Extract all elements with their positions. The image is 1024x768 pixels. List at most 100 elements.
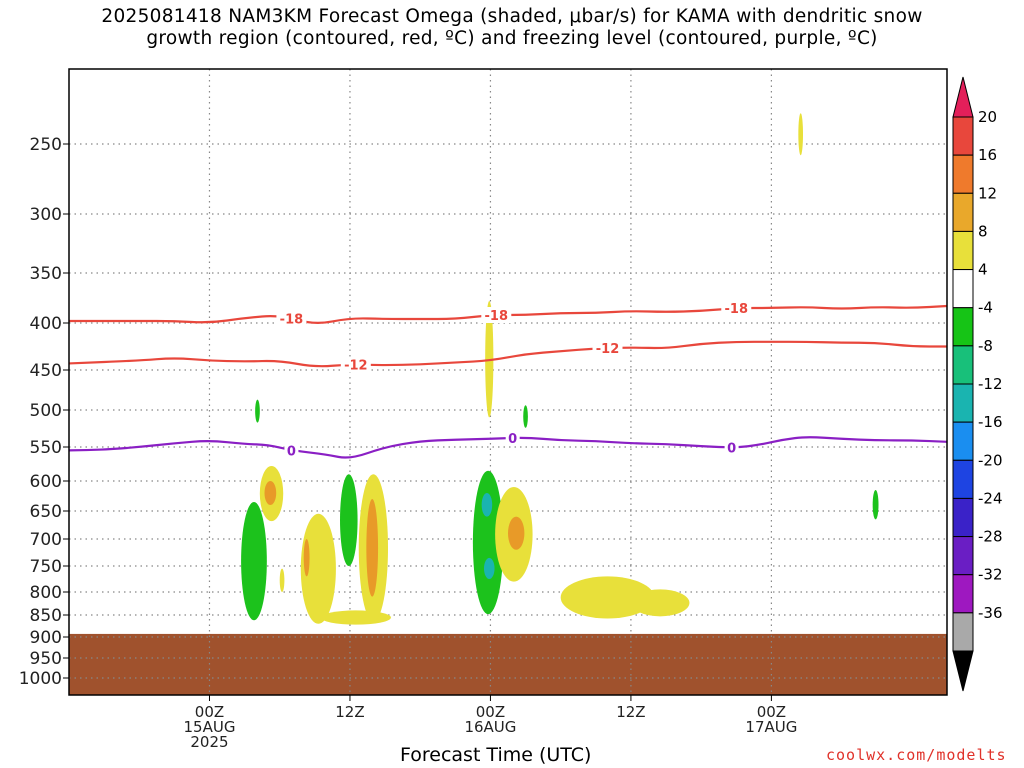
x-tick-label: 12Z [616,703,645,721]
omega-blob [255,399,260,423]
contour-line [69,340,947,368]
omega-blob [300,513,336,624]
omega-blob [481,493,493,517]
colorbar-label: -32 [978,566,1003,584]
y-tick-label: 300 [30,205,62,225]
x-tick-label: 16AUG [464,718,516,736]
colorbar-segment [952,230,974,271]
contour-label: 0 [287,444,296,459]
colorbar-label: 4 [978,261,988,279]
grid-lines [69,69,947,695]
y-tick-label: 500 [30,401,62,421]
x-tick-label: 2025 [190,733,228,751]
omega-blob [366,499,379,597]
colorbar: 20 16 12 8 4 -4 -8 -12 -16 -20 -24 -28 -32 -36 [952,76,1003,692]
contour-label: -18 [485,309,509,324]
colorbar-segment [952,383,974,423]
contour-label-bg [592,340,623,357]
contour-label-bg [721,300,752,316]
contour-label-bg [284,442,299,459]
x-tick-label: 12Z [335,703,364,721]
contour-label: -12 [596,342,620,357]
y-tick-label: 950 [30,649,62,669]
y-tick-label: 550 [30,438,62,458]
omega-blob [523,405,528,428]
y-axis: 2503003504004505005506006507007508008509… [19,135,69,689]
chart-title-line-1: 2025081418 NAM3KM Forecast Omega (shaded… [101,6,923,27]
x-tick-label: 00Z [476,703,505,721]
y-tick-label: 1000 [19,669,62,689]
x-axis-title: Forecast Time (UTC) [400,744,592,766]
y-tick-label: 850 [30,606,62,626]
omega-blob [560,576,655,619]
contour-label-bg [481,307,512,323]
colorbar-label: -16 [978,413,1003,431]
contour-line [69,436,947,459]
colorbar-label: -24 [978,489,1003,507]
contour-label-bg [724,439,739,456]
colorbar-label: -28 [978,528,1003,546]
colorbar-label: -20 [978,451,1003,469]
colorbar-label: -36 [978,604,1003,622]
colorbar-top-arrow [952,76,974,118]
contour-label: 0 [727,441,736,456]
contour-label-bg [505,429,520,446]
omega-blob [279,568,285,592]
colorbar-segment [952,192,974,232]
omega-blob [264,481,277,505]
ground-layer [69,633,947,695]
contour-label-bg [276,310,307,327]
contour-label: 0 [508,432,517,447]
y-tick-label: 600 [30,472,62,492]
colorbar-label: 12 [978,184,997,202]
y-tick-label: 250 [30,135,62,155]
y-tick-label: 450 [30,361,62,381]
omega-blob [472,470,504,615]
colorbar-segment [952,536,974,576]
contour-lines: -18 -18 -18 -12 -12 0 0 0 [69,300,947,459]
colorbar-segment [952,154,974,194]
colorbar-bottom-arrow [952,650,974,692]
contour-label: -18 [725,302,749,317]
contour-label-bg [340,356,371,373]
y-tick-label: 650 [30,502,62,522]
y-tick-label: 400 [30,314,62,334]
omega-blob [241,502,267,621]
x-tick-label: 00Z [757,703,786,721]
credit-link[interactable]: coolwx.com/modelts [826,746,1007,764]
colorbar-segment [952,574,974,614]
y-tick-label: 800 [30,583,62,603]
colorbar-label: 20 [978,108,997,126]
contour-label: -18 [280,312,304,327]
omega-blob [507,516,525,550]
omega-blob [484,557,495,579]
colorbar-label: 16 [978,146,997,164]
colorbar-segment [952,345,974,385]
colorbar-label: -8 [978,337,993,355]
x-tick-label: 15AUG [184,718,236,736]
omega-blob [872,490,879,520]
y-tick-label: 900 [30,628,62,648]
colorbar-label: -4 [978,299,993,317]
y-tick-label: 350 [30,264,62,284]
omega-blob [303,539,310,577]
chart-title-line-2: growth region (contoured, red, ºC) and f… [146,28,878,49]
y-tick-label: 750 [30,557,62,577]
omega-blob [798,113,804,156]
x-tick-label: 17AUG [745,718,797,736]
colorbar-segment [952,421,974,461]
colorbar-segment [952,497,974,538]
omega-blob [630,589,690,617]
colorbar-segment [952,269,974,309]
ground-fill [69,633,947,695]
colorbar-segment [952,459,974,499]
colorbar-label: 8 [978,222,988,240]
contour-label: -12 [344,359,368,374]
colorbar-label: -12 [978,375,1003,393]
y-tick-label: 700 [30,530,62,550]
colorbar-segment [952,612,974,652]
omega-blob [340,474,358,566]
colorbar-segment [952,116,974,156]
omega-shading [241,113,879,625]
